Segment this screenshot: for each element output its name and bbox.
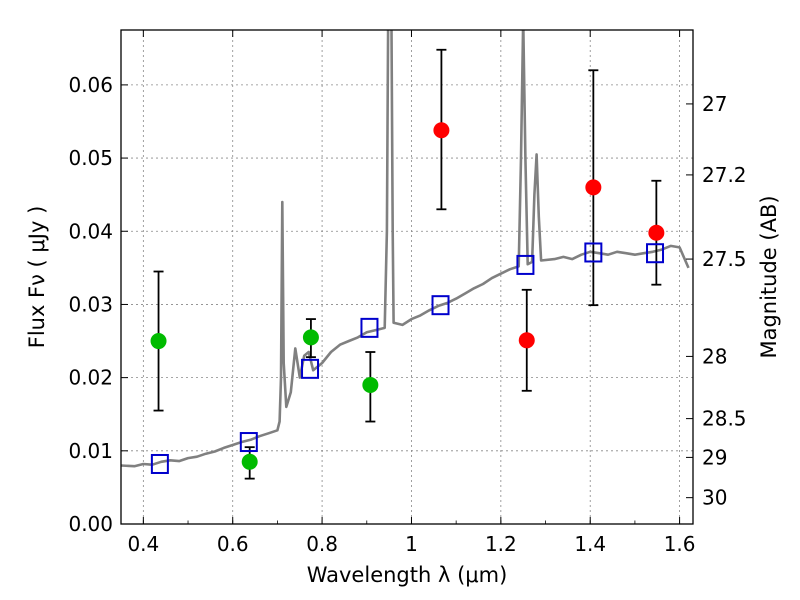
plot-frame — [120, 29, 694, 525]
y-tick-label: 0.01 — [68, 439, 113, 463]
y-tick-label: 0.03 — [68, 292, 113, 316]
model-square-marker — [516, 254, 535, 275]
model-square-marker — [360, 317, 379, 338]
x-tick-label: 1 — [405, 532, 418, 556]
spectrum-series — [121, 30, 690, 468]
green-point-marker — [150, 333, 167, 350]
model-square-marker — [150, 453, 169, 474]
error-bars — [153, 48, 662, 480]
spectrum-line — [121, 30, 690, 468]
right-tick-label: 28 — [702, 344, 727, 368]
x-tick-label: 0.4 — [127, 532, 159, 556]
model-square-marker — [239, 432, 258, 453]
right-tick-label: 27 — [702, 92, 727, 116]
model-square-marker — [301, 358, 320, 379]
right-tick-label: 30 — [702, 486, 727, 510]
green-point-marker — [241, 453, 258, 470]
right-tick-label: 27.5 — [702, 247, 747, 271]
green-point-marker — [302, 329, 319, 346]
y-tick-label: 0.05 — [68, 146, 113, 170]
y-tick-label: 0.02 — [68, 366, 113, 390]
right-tick-label: 28.5 — [702, 407, 747, 431]
x-tick-label: 0.6 — [217, 532, 249, 556]
x-tick-label: 1.2 — [485, 532, 517, 556]
x-axis-label: Wavelength λ (μm) — [307, 563, 508, 587]
data-markers — [150, 122, 665, 474]
right-tick-label: 29 — [702, 445, 727, 469]
red-point-marker — [585, 179, 602, 196]
y-tick-label: 0.06 — [68, 73, 113, 97]
x-tick-label: 1.4 — [574, 532, 606, 556]
model-square-marker — [646, 243, 665, 264]
model-square-marker — [431, 295, 450, 316]
axis-ticks: 0.4 0.6 0.8 1 1.2 1.4 1.6 0.00 0.01 0.02 0.03 0.04 0… — [68, 30, 747, 556]
y-axis-label: Flux Fν ( μJy ) — [25, 206, 49, 349]
red-point-marker — [433, 122, 450, 139]
red-point-marker — [518, 332, 535, 349]
y-tick-label: 0.04 — [68, 219, 113, 243]
x-tick-label: 0.8 — [306, 532, 338, 556]
grid-lines — [121, 30, 693, 525]
model-square-marker — [584, 242, 603, 263]
y-tick-label: 0.00 — [68, 512, 113, 536]
x-tick-label: 1.6 — [664, 532, 696, 556]
green-point-marker — [362, 376, 379, 393]
right-axis-label: Magnitude (AB) — [757, 195, 781, 358]
red-point-marker — [648, 224, 665, 241]
right-tick-label: 27.2 — [702, 163, 747, 187]
